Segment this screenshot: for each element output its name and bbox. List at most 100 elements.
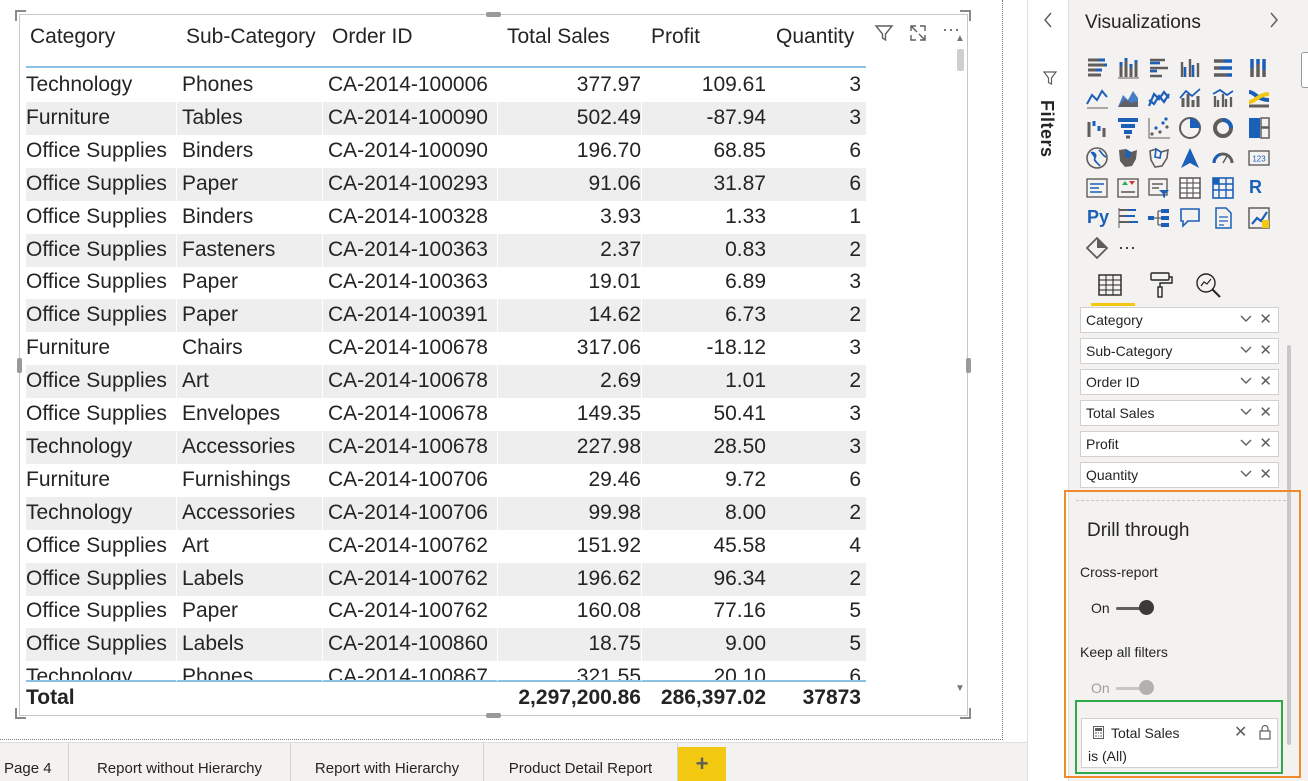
scroll-down-arrow[interactable]: ▼	[955, 683, 965, 694]
focus-mode-icon[interactable]	[908, 23, 928, 48]
remove-field-icon[interactable]: ✕	[1259, 435, 1272, 452]
slicer-icon[interactable]	[1147, 176, 1171, 200]
table-row[interactable]: Office Supplies Paper CA-2014-100762 160.08…	[26, 595, 866, 628]
resize-handle-top-right[interactable]	[960, 10, 971, 21]
qa-visual-icon[interactable]	[1178, 206, 1202, 230]
more-options-icon[interactable]: ···	[942, 19, 960, 39]
100-stacked-column-chart-icon[interactable]	[1247, 56, 1271, 80]
table-row[interactable]: Furniture Chairs CA-2014-100678 317.06 -18.1…	[26, 332, 866, 365]
scroll-up-arrow[interactable]: ▲	[955, 33, 965, 44]
table-row[interactable]: Office Supplies Labels CA-2014-100762 196.6…	[26, 562, 866, 596]
smart-narrative-icon[interactable]	[1211, 206, 1235, 230]
table-row[interactable]: Office Supplies Paper CA-2014-100363 19.01 6…	[26, 266, 866, 299]
map-icon[interactable]	[1085, 146, 1109, 170]
table-row[interactable]: Office Supplies Envelopes CA-2014-100678 14…	[26, 398, 866, 431]
card-icon[interactable]: 123	[1247, 146, 1271, 170]
table-row[interactable]: Office Supplies Labels CA-2014-100860 18.75…	[26, 628, 866, 662]
stacked-column-chart-icon[interactable]	[1116, 56, 1140, 80]
pie-chart-icon[interactable]	[1178, 116, 1202, 140]
filters-label[interactable]: Filters	[1037, 100, 1057, 158]
table-row[interactable]: Technology Accessories CA-2014-100678 227.9…	[26, 430, 866, 464]
table-row[interactable]: Office Supplies Paper CA-2014-100293 91.06 3…	[26, 167, 866, 201]
page-tab-product-detail-report[interactable]: Product Detail Report	[484, 743, 678, 781]
field-well-item[interactable]: Total Sales ✕	[1080, 400, 1279, 426]
chevron-down-icon[interactable]	[1239, 340, 1253, 363]
page-tab-report-with-hierarchy[interactable]: Report with Hierarchy	[291, 743, 484, 781]
table-row[interactable]: Technology Accessories CA-2014-100706 99.98…	[26, 496, 866, 530]
line-and-stacked-column-chart-icon[interactable]	[1178, 86, 1202, 110]
resize-handle-bottom[interactable]	[486, 713, 501, 718]
chevron-right-icon[interactable]	[1268, 10, 1280, 36]
format-paint-roller-icon[interactable]	[1145, 270, 1175, 300]
page-tab-report-without-hierarchy[interactable]: Report without Hierarchy	[69, 743, 291, 781]
pane-edge-tab[interactable]	[1301, 52, 1308, 88]
column-header-quantity[interactable]: Quantity	[776, 25, 855, 48]
donut-chart-icon[interactable]	[1211, 116, 1235, 140]
field-well-item[interactable]: Sub-Category ✕	[1080, 338, 1279, 364]
field-well-item[interactable]: Quantity ✕	[1080, 462, 1279, 488]
multi-row-card-icon[interactable]	[1085, 176, 1109, 200]
table-row[interactable]: Technology Phones CA-2014-100006 377.97 109.…	[26, 69, 866, 102]
paginated-report-icon[interactable]	[1247, 206, 1271, 230]
filter-icon[interactable]	[874, 23, 894, 48]
table-row[interactable]: Furniture Furnishings CA-2014-100706 29.46 9…	[26, 464, 866, 497]
resize-handle-bottom-right[interactable]	[960, 708, 971, 719]
gauge-icon[interactable]	[1211, 146, 1235, 170]
table-row[interactable]: Technology Phones CA-2014-100867 321.55 20.1…	[26, 661, 866, 681]
kpi-icon[interactable]	[1116, 176, 1140, 200]
remove-field-icon[interactable]: ✕	[1259, 466, 1272, 483]
column-header-sub-category[interactable]: Sub-Category	[186, 25, 316, 48]
lock-icon[interactable]	[1258, 724, 1272, 740]
table-row[interactable]: Office Supplies Binders CA-2014-100328 3.93…	[26, 201, 866, 234]
column-header-profit[interactable]: Profit	[651, 25, 701, 48]
pane-scrollbar[interactable]	[1287, 345, 1291, 745]
table-row[interactable]: Office Supplies Fasteners CA-2014-100363 2.…	[26, 233, 866, 267]
chevron-down-icon[interactable]	[1239, 433, 1253, 456]
python-visual-icon[interactable]: Py	[1087, 207, 1110, 227]
cross-report-toggle[interactable]	[1139, 600, 1154, 615]
r-visual-icon[interactable]: R	[1249, 177, 1262, 197]
table-visual[interactable]: Category Sub-Category Order ID Total Sal…	[19, 14, 968, 716]
remove-field-icon[interactable]: ✕	[1259, 342, 1272, 359]
waterfall-chart-icon[interactable]	[1085, 116, 1109, 140]
cross-report-toggle-track[interactable]	[1116, 607, 1144, 610]
treemap-icon[interactable]	[1247, 116, 1271, 140]
table-row[interactable]: Furniture Tables CA-2014-100090 502.49 -87.9…	[26, 101, 866, 135]
stacked-area-chart-icon[interactable]	[1147, 86, 1171, 110]
resize-handle-bottom-left[interactable]	[15, 708, 26, 719]
resize-handle-top-left[interactable]	[15, 10, 26, 21]
remove-field-icon[interactable]: ✕	[1259, 404, 1272, 421]
resize-handle-top[interactable]	[486, 12, 501, 17]
chevron-left-icon[interactable]	[1042, 10, 1054, 36]
table-row[interactable]: Office Supplies Paper CA-2014-100391 14.62 6…	[26, 299, 866, 333]
remove-drill-field-icon[interactable]: ✕	[1234, 724, 1248, 741]
azure-map-icon[interactable]	[1178, 146, 1202, 170]
clustered-column-chart-icon[interactable]	[1178, 56, 1202, 80]
add-page-button[interactable]: +	[678, 747, 726, 781]
remove-field-icon[interactable]: ✕	[1259, 373, 1272, 390]
stacked-bar-chart-icon[interactable]	[1085, 56, 1109, 80]
resize-handle-left[interactable]	[17, 358, 22, 373]
remove-field-icon[interactable]: ✕	[1259, 311, 1272, 328]
line-chart-icon[interactable]	[1085, 86, 1109, 110]
chevron-down-icon[interactable]	[1239, 371, 1253, 394]
filled-map-icon[interactable]	[1116, 146, 1140, 170]
area-chart-icon[interactable]	[1116, 86, 1140, 110]
table-row[interactable]: Office Supplies Art CA-2014-100678 2.69 1.01…	[26, 365, 866, 399]
ribbon-chart-icon[interactable]	[1247, 86, 1271, 110]
field-well-item[interactable]: Profit ✕	[1080, 431, 1279, 457]
field-well-item[interactable]: Order ID ✕	[1080, 369, 1279, 395]
keep-all-filters-toggle-track[interactable]	[1116, 687, 1144, 690]
chevron-down-icon[interactable]	[1239, 464, 1253, 487]
more-visuals-icon[interactable]: ···	[1118, 237, 1136, 257]
clustered-bar-chart-icon[interactable]	[1147, 56, 1171, 80]
column-header-category[interactable]: Category	[30, 25, 116, 48]
fields-tab-icon[interactable]	[1095, 270, 1125, 300]
chevron-down-icon[interactable]	[1239, 309, 1253, 332]
column-header-total-sales[interactable]: Total Sales	[507, 25, 610, 48]
keep-all-filters-toggle[interactable]	[1139, 680, 1154, 695]
drill-through-field-card[interactable]	[1081, 718, 1278, 768]
table-row[interactable]: Office Supplies Binders CA-2014-100090 196.…	[26, 135, 866, 168]
field-well-item[interactable]: Category ✕	[1080, 307, 1279, 333]
chevron-down-icon[interactable]	[1239, 402, 1253, 425]
